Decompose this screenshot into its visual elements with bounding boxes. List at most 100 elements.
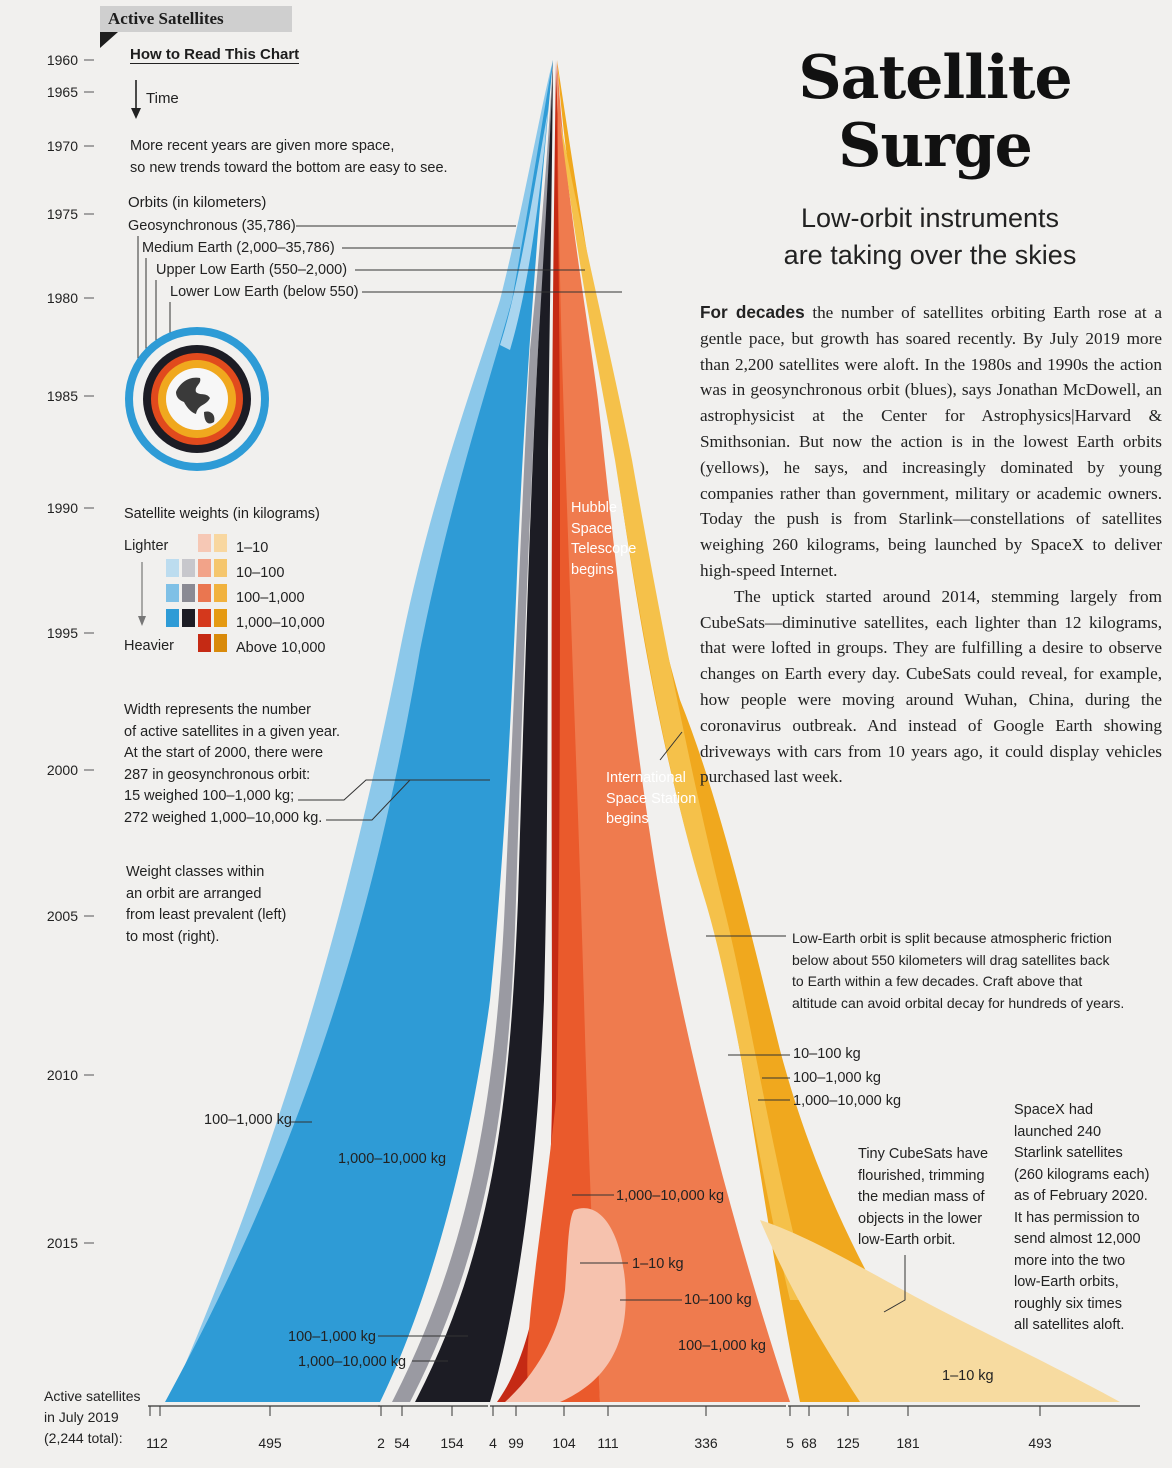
weight-class-label: 10–100 xyxy=(236,565,285,581)
spacex-note-line: Starlink satellites xyxy=(1014,1145,1123,1161)
spacex-note: SpaceX had launched 240 Starlink satellite… xyxy=(1014,1100,1164,1337)
spacex-note-line: (260 kilograms each) xyxy=(1014,1166,1150,1183)
page-subtitle: Low-orbit instruments are taking over th… xyxy=(730,200,1130,274)
bottom-label-line: (2,244 total): xyxy=(44,1430,123,1446)
label-geo-100-1000: 100–1,000 kg xyxy=(204,1112,292,1128)
totals-value-label: 154 xyxy=(440,1435,464,1451)
order-note-line: to most (right). xyxy=(126,928,220,945)
cubesats-note-line: Tiny CubeSats have xyxy=(858,1146,989,1162)
orbit-legend-medium: Medium Earth (2,000–35,786) xyxy=(142,240,335,256)
earth-continent xyxy=(204,411,215,424)
body-lead: For decades xyxy=(700,302,805,322)
totals-value-label: 68 xyxy=(801,1435,817,1451)
hubble-note-line: Telescope xyxy=(571,541,637,557)
time-label: Time xyxy=(146,90,179,107)
spacex-note-line: It has permission to xyxy=(1014,1209,1140,1226)
totals-value-label: 1 xyxy=(146,1435,154,1451)
year-tick-label: 1965 xyxy=(47,84,78,100)
lighter-label: Lighter xyxy=(124,538,169,554)
bottom-label-line: Active satellites xyxy=(44,1388,141,1404)
weights-legend-heading: Satellite weights (in kilograms) xyxy=(124,506,320,522)
year-axis: 1960 1965 1970 1975 1980 1985 1990 1995 2000 2005… xyxy=(47,52,94,1251)
order-note-line: Weight classes within xyxy=(126,864,265,880)
totals-2019-bars: 112 495 2 54 154 4 99 104 111 336 5 68 125 181 493 xyxy=(146,1405,1140,1451)
totals-value-label: 12 xyxy=(152,1435,168,1451)
medium-gray-stream xyxy=(392,60,553,1402)
year-tick-label: 2015 xyxy=(47,1235,78,1251)
geo-main-stream xyxy=(165,60,553,1402)
totals-value-label: 493 xyxy=(1028,1435,1052,1451)
spacex-note-line: as of February 2020. xyxy=(1014,1188,1148,1204)
lower-low-starlink-stream xyxy=(760,1220,1120,1402)
width-note-line: 272 weighed 1,000–10,000 kg. xyxy=(124,809,323,826)
year-tick-label: 1990 xyxy=(47,500,78,516)
low-earth-note-line: below about 550 kilometers will drag sat… xyxy=(792,951,1110,968)
totals-value-label: 336 xyxy=(694,1435,718,1451)
lower-low-inner-stream xyxy=(560,120,810,1300)
weight-swatch xyxy=(182,559,195,577)
spacex-note-line: send almost 12,000 xyxy=(1014,1231,1141,1247)
weight-swatch xyxy=(166,609,179,627)
label-upper-1-10: 1–10 kg xyxy=(632,1256,684,1272)
iss-note-line: International xyxy=(606,770,686,786)
totals-value-label: 495 xyxy=(258,1435,282,1451)
cubesats-note-line: objects in the lower xyxy=(858,1210,983,1227)
bottom-label-line: in July 2019 xyxy=(44,1409,119,1425)
cubesats-note: Tiny CubeSats have flourished, trimming th… xyxy=(858,1144,1008,1252)
weight-swatch xyxy=(166,584,179,602)
totals-value-label: 125 xyxy=(836,1435,860,1451)
weight-class-label: Above 10,000 xyxy=(236,640,326,656)
spacex-note-line: low-Earth orbits, xyxy=(1014,1274,1119,1290)
totals-value-label: 111 xyxy=(597,1435,618,1451)
label-geo-1000-10000: 1,000–10,000 kg xyxy=(338,1151,447,1167)
body-paragraph-1: For decades the number of satellites orb… xyxy=(700,300,1162,584)
orbit-legend-lower-low: Lower Low Earth (below 550) xyxy=(170,284,359,300)
orbit-legend-upper-low: Upper Low Earth (550–2,000) xyxy=(156,262,348,278)
weight-class-label: 1,000–10,000 xyxy=(236,615,325,631)
title-line-1: Satellite xyxy=(798,43,1072,113)
title-line-2: Surge xyxy=(838,111,1033,181)
subtitle-line-2: are taking over the skies xyxy=(783,240,1077,270)
totals-value-label: 99 xyxy=(508,1435,524,1451)
totals-value-label: 5 xyxy=(786,1435,794,1451)
low-earth-note-line: altitude can avoid orbital decay for hun… xyxy=(792,994,1125,1011)
cubesats-note-line: low-Earth orbit. xyxy=(858,1232,956,1248)
weight-swatch xyxy=(198,584,211,602)
year-tick-label: 1980 xyxy=(47,290,78,306)
section-label: Active Satellites xyxy=(100,6,292,32)
iss-note-line: Space Station xyxy=(606,790,697,807)
hubble-note-line: begins xyxy=(571,561,614,578)
low-earth-note: Low-Earth orbit is split because atmosph… xyxy=(792,928,1164,1014)
totals-value-label: 2 xyxy=(377,1435,385,1451)
spacex-note-line: launched 240 xyxy=(1014,1123,1102,1140)
spacex-note-line: SpaceX had xyxy=(1014,1102,1094,1118)
year-tick-label: 1975 xyxy=(47,206,78,222)
weight-swatch xyxy=(198,609,211,627)
order-note-line: from least prevalent (left) xyxy=(126,907,287,923)
width-note: Width represents the number of active sat… xyxy=(124,700,354,829)
year-tick-label: 1960 xyxy=(47,52,78,68)
time-note: More recent years are given more space, … xyxy=(130,136,490,179)
subtitle-line-1: Low-orbit instruments xyxy=(800,203,1060,233)
label-upper-100-1000: 100–1,000 kg xyxy=(678,1338,766,1354)
weight-arrow-icon xyxy=(138,562,146,626)
page-title: Satellite Surge xyxy=(740,44,1130,180)
year-tick-label: 2000 xyxy=(47,762,78,778)
label-lower-1000-10000: 1,000–10,000 kg xyxy=(793,1093,902,1109)
year-tick-label: 2010 xyxy=(47,1067,78,1083)
spacex-note-line: all satellites aloft. xyxy=(1014,1317,1125,1333)
totals-value-label: 54 xyxy=(394,1435,410,1451)
upper-low-main-stream xyxy=(557,60,790,1402)
label-upper-1000-10000: 1,000–10,000 kg xyxy=(616,1188,725,1204)
totals-value-label: 104 xyxy=(552,1435,576,1451)
weight-class-labels: 1–10 10–100 100–1,000 1,000–10,000 Above… xyxy=(236,536,326,661)
weight-swatch xyxy=(198,559,211,577)
orbit-streams xyxy=(165,60,1120,1402)
label-geo-1000-10000-2019: 1,000–10,000 kg xyxy=(298,1354,407,1370)
hubble-note-line: Hubble xyxy=(571,500,617,516)
iss-note-line: begins xyxy=(606,811,649,827)
time-note-line: so new trends toward the bottom are easy… xyxy=(130,159,448,176)
hubble-note-line: Space xyxy=(571,520,613,537)
weight-swatch xyxy=(214,609,227,627)
weight-class-label: 1–10 xyxy=(236,540,269,556)
